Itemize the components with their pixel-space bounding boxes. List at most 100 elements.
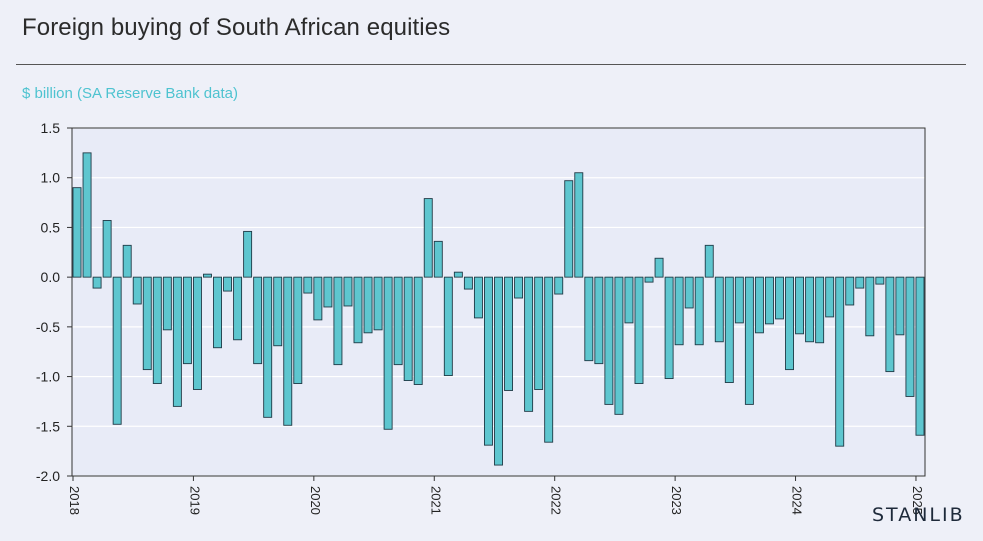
y-tick-label: 0.0 [41,269,61,285]
bar [353,276,363,344]
bar [223,276,233,292]
bar [504,276,513,391]
bar [443,276,453,377]
bar [213,276,222,349]
y-tick-label: 1.5 [41,120,61,136]
bar [544,276,554,443]
bar [293,276,303,384]
bar [303,276,313,294]
bar [764,276,774,325]
chart-subtitle: $ billion (SA Reserve Bank data) [22,85,238,102]
bar [112,276,122,425]
bar [433,240,443,278]
bar [132,276,142,305]
bar [72,187,82,278]
bar [273,276,283,347]
bar [102,220,112,278]
bar [484,276,493,446]
bar [423,198,433,278]
bar [734,276,744,324]
bar [403,276,413,382]
bar [885,276,895,373]
title-divider [16,64,966,65]
bar [915,276,925,436]
bar [514,276,524,299]
x-tick-label: 2020 [308,486,323,515]
bar [363,276,373,334]
bar [714,276,724,343]
bar [634,276,644,384]
bar [805,276,815,343]
bar [313,276,323,321]
bar [684,276,694,309]
x-tick-label: 2018 [67,486,82,515]
bar [594,276,604,365]
bar [263,276,273,418]
bar [233,276,243,341]
x-tick-label: 2019 [187,486,202,515]
bar [283,276,293,426]
y-tick-label: 1.0 [41,170,61,186]
bar [494,276,503,466]
bar [463,276,473,290]
bar [534,276,544,390]
chart-title: Foreign buying of South African equities [22,14,451,41]
bar [855,276,865,289]
y-tick-label: -2.0 [36,468,60,484]
x-tick-label: 2025 [910,486,925,515]
bar [373,276,383,331]
bar [182,276,192,365]
bar [724,276,734,383]
bar [333,276,343,366]
bar [253,276,263,365]
bar [604,276,614,405]
bar [564,180,574,278]
bar [825,276,835,318]
bar [554,276,564,295]
plot-frame [71,127,926,477]
bar [82,152,92,278]
x-tick-label: 2024 [790,486,805,515]
bar [453,271,463,278]
bar [845,276,855,306]
bar [413,276,423,385]
x-tick-label: 2023 [669,486,684,515]
bar [203,273,212,278]
y-tick-label: -1.0 [36,369,60,385]
bar [122,244,132,278]
axes-layer: 1.5 1.0 0.5 0.0 -0.5 -1.0 -1.5 -2.0 2018 2019 2020… [36,120,926,515]
y-tick-label: -1.5 [36,418,60,434]
y-tick-label: 0.5 [41,219,61,235]
bars-layer [72,152,925,466]
bar [473,276,483,319]
bar [584,276,594,362]
y-tick-label: -0.5 [36,319,60,335]
bar [574,172,584,278]
bar [343,276,353,307]
bar [614,276,624,415]
bar [865,276,875,337]
bar [674,276,684,346]
bar [704,244,714,278]
bar [524,276,534,412]
bar [664,276,674,380]
bar [775,276,784,320]
bar [393,276,403,366]
bar [905,276,915,397]
bar [92,276,102,289]
bar [644,276,654,283]
bar [152,276,162,384]
bar [142,276,152,371]
stanlib-logo: STANLIB [872,504,965,526]
x-tick-label: 2021 [428,486,443,515]
bar [243,230,253,278]
bar [895,276,905,336]
bar [162,276,172,331]
bar [835,276,845,447]
bar [795,276,805,335]
bar [383,276,393,430]
x-tick-label: 2022 [549,486,564,515]
bar [624,276,634,324]
bar [192,276,202,390]
